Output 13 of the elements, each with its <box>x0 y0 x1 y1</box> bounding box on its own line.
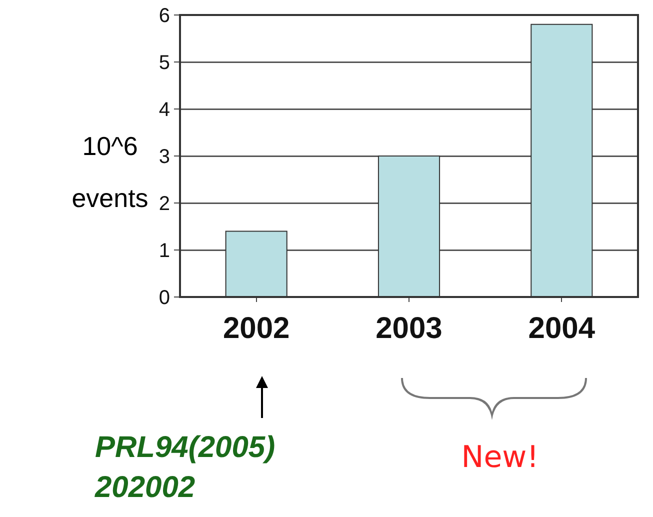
x-tick-label: 2004 <box>528 312 596 345</box>
y-tick-label: 0 <box>158 287 170 309</box>
y-tick-label: 5 <box>158 52 170 74</box>
y-tick-label: 4 <box>158 99 170 121</box>
y-tick-label: 2 <box>158 193 170 215</box>
y-tick-label: 1 <box>158 240 170 262</box>
text: PRL94(2005) 202002 <box>95 430 276 506</box>
x-tick-label: 2002 <box>222 312 290 345</box>
y-axis-title: 10^6 events <box>70 130 150 215</box>
y-tick-label: 6 <box>158 5 170 27</box>
text: New! <box>460 440 540 475</box>
x-tick-label: 2003 <box>376 312 442 345</box>
y-tick-label: 3 <box>158 146 170 168</box>
